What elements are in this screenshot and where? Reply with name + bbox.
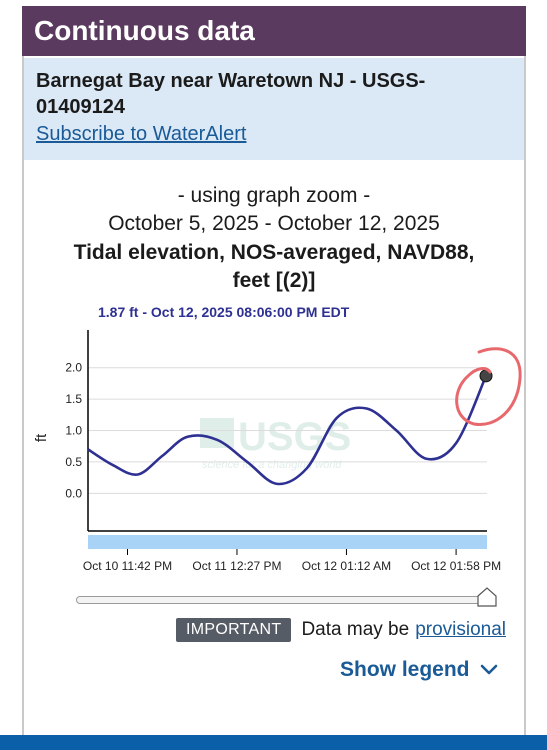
site-title: Barnegat Bay near Waretown NJ - USGS-014…	[36, 70, 426, 118]
graph-date-range: October 5, 2025 - October 12, 2025	[108, 212, 440, 235]
brush-bar[interactable]	[88, 535, 487, 549]
chevron-down-icon	[480, 664, 497, 675]
usgs-logo-icon	[200, 418, 234, 448]
graph-parameter-title: Tidal elevation, NOS-averaged, NAVD88, f…	[73, 241, 475, 292]
y-axis-ticks: 0.0 0.5 1.0 1.5 2.0	[65, 361, 82, 501]
show-legend-label: Show legend	[340, 658, 470, 681]
x-tick-label: Oct 11 12:27 PM	[192, 559, 281, 573]
provisional-link[interactable]: provisional	[415, 619, 507, 640]
x-tick-label: Oct 12 01:12 AM	[302, 559, 391, 573]
slider-handle-icon	[477, 587, 497, 607]
show-legend-toggle[interactable]: Show legend	[340, 658, 498, 682]
time-slider-handle[interactable]	[476, 586, 498, 608]
provisional-notice: IMPORTANT Data may be provisional	[176, 617, 506, 643]
y-axis-label: ft	[33, 433, 50, 442]
section-header: Continuous data	[22, 6, 526, 56]
y-tick-label: 2.0	[65, 361, 82, 375]
y-tick-label: 1.0	[65, 424, 82, 438]
x-tick-label: Oct 12 01:58 PM	[411, 559, 501, 573]
subscribe-wateralert-link[interactable]: Subscribe to WaterAlert	[36, 123, 247, 145]
section-title: Continuous data	[34, 15, 255, 46]
graph-tooltip: 1.87 ft - Oct 12, 2025 08:06:00 PM EDT	[98, 304, 350, 320]
time-slider-track[interactable]	[76, 596, 496, 604]
graph-zoom-info: - using graph zoom - October 5, 2025 - O…	[22, 182, 526, 238]
notice-text: Data may be	[301, 619, 410, 640]
graph-zoom-label: - using graph zoom -	[177, 184, 371, 207]
y-tick-label: 0.0	[65, 486, 82, 500]
site-info-panel: Barnegat Bay near Waretown NJ - USGS-014…	[22, 58, 526, 160]
usgs-watermark-tagline: science for a changing world	[202, 459, 342, 471]
annotation-circle	[455, 347, 522, 427]
y-tick-label: 1.5	[65, 392, 82, 406]
bottom-nav-bar	[0, 735, 547, 750]
series-line	[87, 375, 488, 486]
x-axis-ticks: Oct 10 11:42 PM Oct 11 12:27 PM Oct 12 01:…	[83, 549, 501, 573]
important-badge: IMPORTANT	[176, 618, 292, 642]
y-tick-label: 0.5	[65, 455, 82, 469]
grid-lines	[88, 367, 487, 494]
x-tick-label: Oct 10 11:42 PM	[83, 559, 172, 573]
